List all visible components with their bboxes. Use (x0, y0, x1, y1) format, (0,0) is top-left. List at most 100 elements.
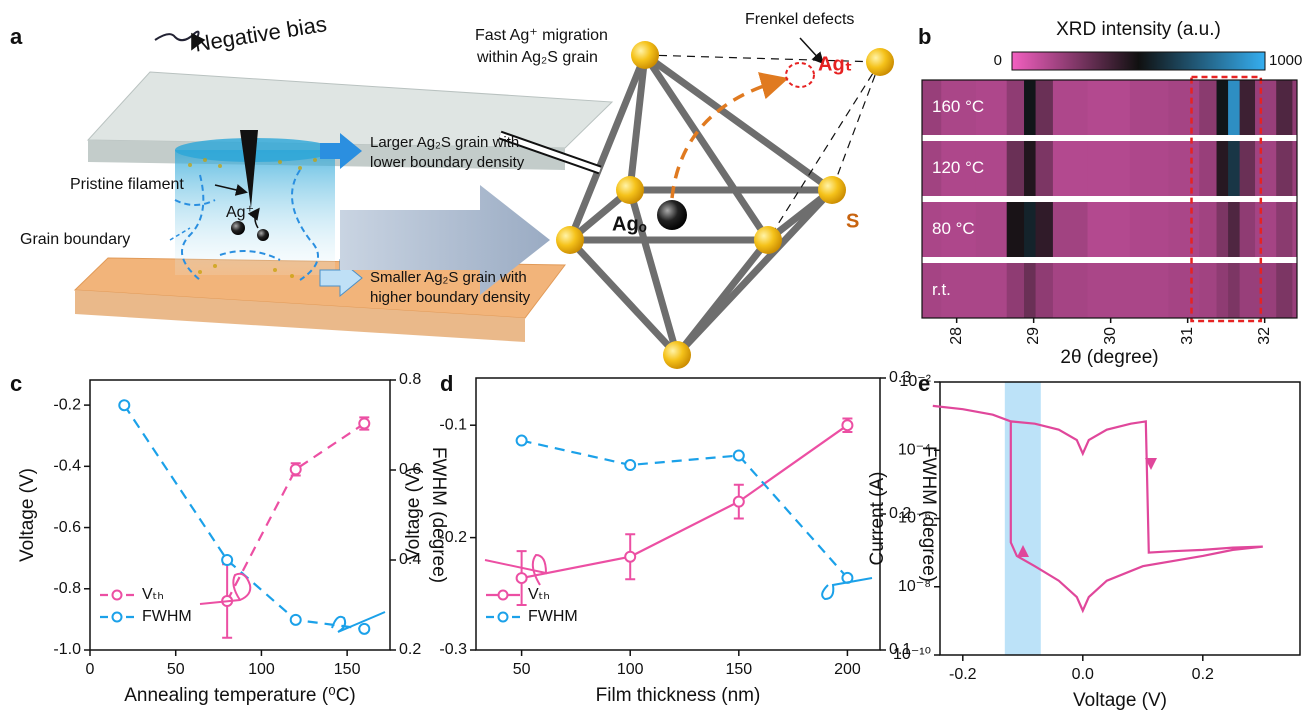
interstitial-label: Agₜ (818, 53, 852, 75)
y-tick-label: -0.6 (53, 519, 81, 536)
heat-cell (1024, 80, 1036, 135)
x-tick-label: 100 (248, 661, 275, 678)
x-tick-label: 0.2 (1192, 666, 1214, 683)
ag-interstitial-site (786, 63, 814, 87)
heat-cell (1276, 141, 1293, 196)
smaller-label: higher boundary density (370, 289, 531, 306)
heat-cell (1088, 141, 1131, 196)
data-point (359, 624, 369, 634)
legend-label: Vₜₕ (142, 586, 164, 603)
heat-cell (1130, 202, 1169, 257)
row-label: r.t. (932, 280, 951, 299)
heat-cell (1007, 141, 1025, 196)
legend-label: Vₜₕ (528, 586, 550, 603)
sulfur-label: S (846, 210, 859, 232)
heat-cell (1024, 263, 1036, 318)
row-label: 80 °C (932, 219, 975, 238)
heat-cell (1036, 141, 1054, 196)
ag-octahedral (657, 200, 687, 230)
octahedron (570, 55, 832, 355)
heat-cell (1276, 80, 1293, 135)
ag-ion (231, 221, 245, 235)
heat-cell (976, 202, 1007, 257)
series-line (522, 441, 848, 578)
heat-cell (1228, 141, 1240, 196)
x-tick-label: 28 (948, 327, 965, 345)
heat-cell (1199, 141, 1217, 196)
data-point (517, 573, 527, 583)
heat-cell (1053, 80, 1088, 135)
heat-cell (1007, 263, 1025, 318)
data-point (119, 400, 129, 410)
heat-cell (1217, 80, 1229, 135)
heat-cell (1130, 141, 1169, 196)
heat-cell (1007, 202, 1025, 257)
top-electrode (88, 72, 612, 148)
legend-marker (113, 591, 122, 600)
x-axis-label: Film thickness (nm) (596, 685, 761, 706)
heat-cell (1228, 202, 1240, 257)
x-tick-label: 0.0 (1072, 666, 1094, 683)
heat-cell (1276, 263, 1293, 318)
larger-label: Larger Ag₂S grain with (370, 134, 519, 151)
data-point (625, 552, 635, 562)
legend-marker (499, 591, 508, 600)
ion-label: Ag⁺ (226, 204, 254, 221)
legend-label: FWHM (528, 608, 578, 625)
heat-cell (1240, 202, 1256, 257)
heat-cell (1255, 263, 1277, 318)
heat-cell (1276, 202, 1293, 257)
x-tick-label: 150 (725, 661, 752, 678)
legend-label: FWHM (142, 608, 192, 625)
schematic: a Negative bias Pristine filament Ag⁺ Gr… (10, 11, 894, 369)
heat-cell (1255, 141, 1277, 196)
heat-cell (1228, 80, 1240, 135)
x-tick-label: 150 (334, 661, 361, 678)
plot-frame (940, 382, 1300, 655)
data-point (291, 464, 301, 474)
y-tick-label: -1.0 (53, 641, 81, 658)
heat-cell (1130, 263, 1169, 318)
data-point (734, 451, 744, 461)
series-line (227, 424, 364, 602)
x-tick-label: 50 (167, 661, 185, 678)
y-tick-label: -0.1 (439, 416, 467, 433)
series-line (522, 425, 848, 578)
data-point (734, 497, 744, 507)
y-tick-label: 10⁻² (899, 373, 931, 390)
y2-tick-label: 0.2 (399, 641, 421, 658)
y2-axis-label: FWHM (degree) (428, 447, 449, 583)
y-tick-label: 10⁻⁸ (898, 578, 931, 595)
heat-cell (1240, 141, 1256, 196)
ag-ion (257, 229, 269, 241)
heat-cell (976, 263, 1007, 318)
heat-cell (1024, 202, 1036, 257)
data-point (222, 555, 232, 565)
y-tick-label: -0.4 (53, 458, 81, 475)
heat-cell (1199, 80, 1217, 135)
y-tick-label: -0.2 (439, 529, 467, 546)
heat-cell (1240, 80, 1256, 135)
x-tick-label: -0.2 (949, 666, 977, 683)
y-tick-label: -0.8 (53, 580, 81, 597)
x-tick-label: 29 (1025, 327, 1042, 345)
smaller-label: Smaller Ag₂S grain with (370, 269, 527, 286)
x-tick-label: 50 (513, 661, 531, 678)
heat-cell (1036, 202, 1054, 257)
series-line (933, 406, 1263, 611)
y-axis-label: Voltage (V) (403, 467, 424, 561)
heat-cell (1088, 202, 1131, 257)
row-label: 120 °C (932, 158, 984, 177)
colorbar (1012, 52, 1265, 70)
data-point (359, 418, 369, 428)
data-point (517, 436, 527, 446)
y-tick-label: -0.2 (53, 396, 81, 413)
legend-marker (499, 613, 508, 622)
heat-cell (1199, 202, 1217, 257)
heat-cell (1217, 263, 1229, 318)
heat-cell (1088, 80, 1131, 135)
y-axis-label: Current (A) (867, 472, 888, 566)
heat-cell (1168, 202, 1199, 257)
migration-label: within Ag₂S grain (476, 49, 598, 66)
y-tick-label: 10⁻⁶ (898, 510, 931, 527)
